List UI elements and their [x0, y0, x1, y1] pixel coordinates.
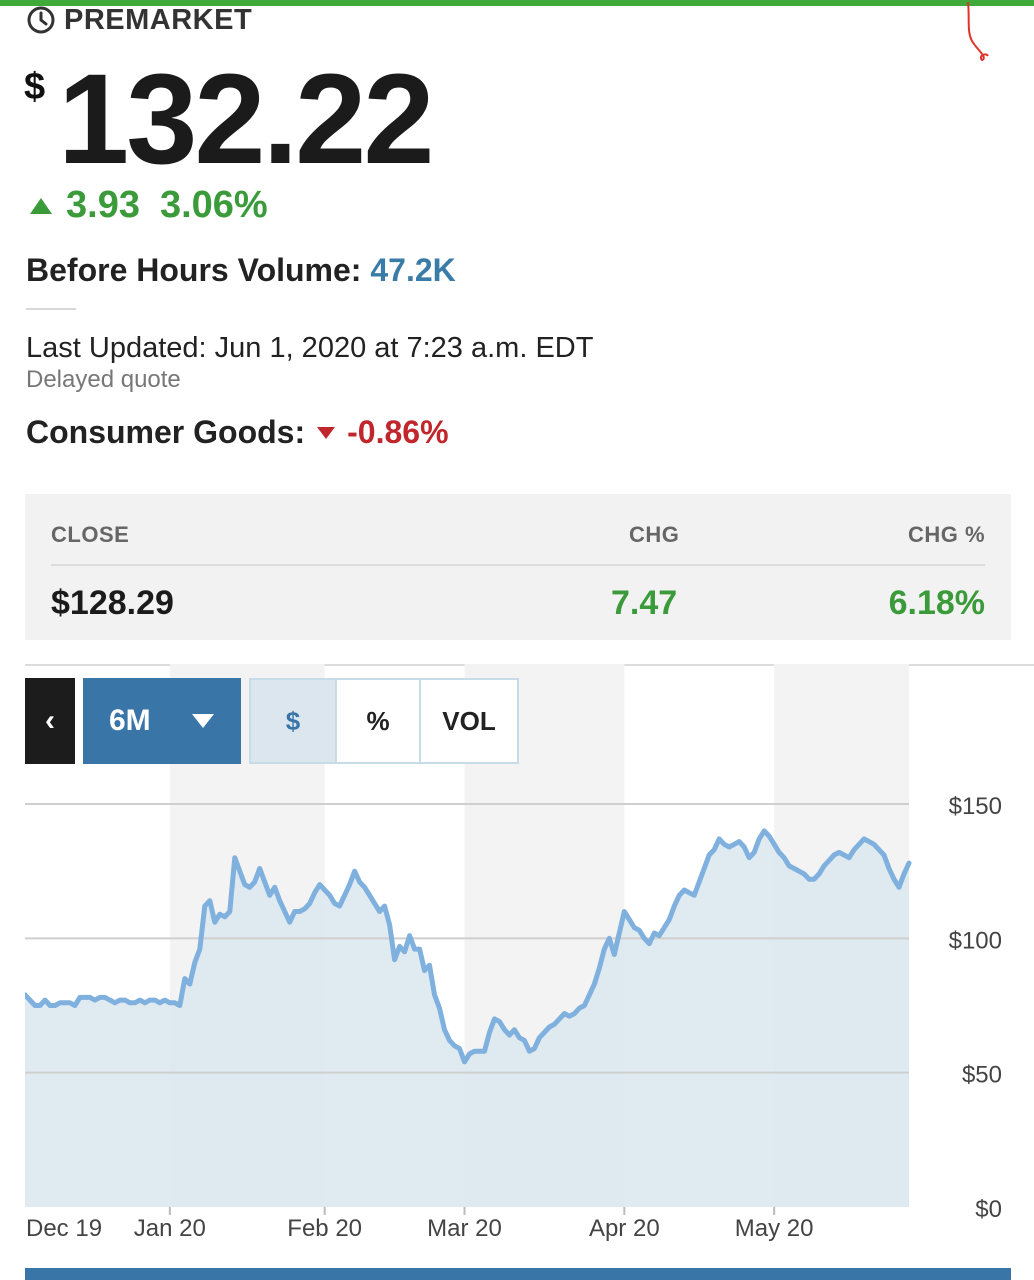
down-arrow-icon	[317, 426, 336, 439]
volume-value: 47.2K	[370, 252, 456, 288]
bottom-accent-bar	[25, 1268, 1011, 1280]
session-label: PREMARKET	[64, 3, 253, 36]
session-indicator: PREMARKET	[26, 4, 252, 36]
close-summary-table: CLOSE CHG CHG % $128.29 7.47 6.18%	[25, 494, 1011, 640]
last-updated: Last Updated: Jun 1, 2020 at 7:23 a.m. E…	[26, 332, 594, 364]
x-tick-label: Feb 20	[287, 1215, 362, 1242]
price-chart-panel: $150 $100 $50 $0 Dec 19 Jan 20 Feb 20 Mar 20 Apr…	[25, 664, 1034, 1264]
change-value: 3.93	[66, 184, 140, 226]
chgpct-value: 6.18%	[888, 584, 985, 622]
sector-change: -0.86%	[347, 414, 449, 450]
x-tick-label: May 20	[735, 1215, 814, 1242]
chevron-down-icon	[192, 714, 214, 728]
price-area	[25, 830, 909, 1207]
close-value: $128.29	[51, 584, 174, 622]
percent-toggle[interactable]: %	[335, 678, 421, 764]
chg-header: CHG	[629, 522, 680, 547]
x-tick-label: Apr 20	[589, 1215, 660, 1242]
x-tick-label: Mar 20	[427, 1215, 502, 1242]
volume-toggle[interactable]: VOL	[419, 678, 519, 764]
up-arrow-icon	[30, 197, 52, 214]
price-line	[25, 828, 912, 1065]
divider	[26, 308, 76, 310]
handwritten-mark	[967, 1, 989, 62]
range-value: 6M	[109, 704, 151, 737]
y-tick-label: $50	[962, 1062, 1002, 1089]
sector-performance: Consumer Goods: -0.86%	[26, 414, 449, 451]
chg-value: 7.47	[611, 584, 678, 622]
quote-price: 132.22	[58, 48, 434, 191]
change-percent: 3.06%	[159, 184, 268, 226]
range-select[interactable]: 6M	[83, 678, 241, 764]
x-tick-label: Dec 19	[26, 1215, 102, 1242]
volume-label: Before Hours Volume:	[26, 252, 362, 288]
price-chart: $150 $100 $50 $0 Dec 19 Jan 20 Feb 20 Mar 20 Apr…	[25, 664, 1034, 1242]
top-accent-bar	[0, 0, 1034, 6]
clock-icon	[27, 6, 55, 34]
currency-symbol: $	[24, 66, 46, 108]
y-tick-label: $100	[949, 927, 1002, 954]
y-tick-label: $0	[975, 1196, 1002, 1223]
x-tick-label: Jan 20	[134, 1215, 206, 1242]
table-divider	[51, 564, 985, 566]
delayed-quote-note: Delayed quote	[26, 366, 181, 393]
price-change: 3.93 3.06%	[28, 184, 268, 227]
dollar-toggle[interactable]: $	[249, 678, 337, 764]
back-button[interactable]: ‹	[25, 678, 75, 764]
close-header: CLOSE	[51, 522, 130, 547]
before-hours-volume: Before Hours Volume: 47.2K	[26, 252, 456, 289]
chgpct-header: CHG %	[907, 522, 985, 547]
y-tick-label: $150	[949, 793, 1002, 820]
sector-label: Consumer Goods:	[26, 414, 306, 450]
